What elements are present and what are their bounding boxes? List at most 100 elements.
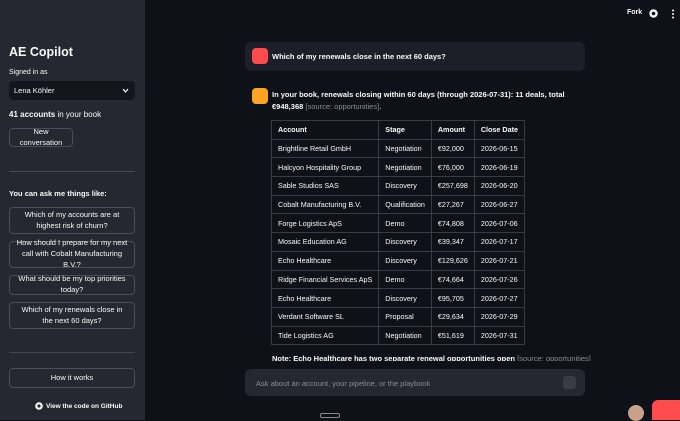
suggestions-title: You can ask me things like: xyxy=(9,189,107,198)
input-placeholder: Ask about an account, your pipeline, or … xyxy=(256,379,431,388)
table-cell: Negotiation xyxy=(378,138,432,159)
how-it-works-button[interactable]: How it works xyxy=(9,368,135,388)
table-cell: Verdant Software SL xyxy=(270,306,380,327)
accounts-suffix: in your book xyxy=(57,110,102,119)
assistant-avatar xyxy=(252,88,268,104)
suggestion-button[interactable]: What should be my top priorities today? xyxy=(9,274,135,295)
table-cell: €74,808 xyxy=(430,213,475,234)
column-header: Close Date xyxy=(473,120,526,140)
table-cell: Discovery xyxy=(378,250,432,271)
streamlit-badge[interactable] xyxy=(652,400,680,420)
table-row: Brightline Retail GmbH Negotiation €92,000… xyxy=(270,138,526,159)
note: Note: Echo Healthcare has two separate r… xyxy=(272,354,591,363)
github-link-text: View the code on GitHub xyxy=(46,402,123,410)
table-cell: €51,619 xyxy=(430,325,475,346)
summary-text: In your book, renewals closing within 60… xyxy=(272,90,565,111)
app-title: AE Copilot xyxy=(9,45,73,59)
signed-in-label: Signed in as xyxy=(9,69,48,76)
table-cell: €74,664 xyxy=(430,269,475,290)
column-header: Account xyxy=(270,120,380,140)
table-cell: Ridge Financial Services ApS xyxy=(270,269,380,290)
table-cell: 2026-06-19 xyxy=(473,157,526,178)
chat-input[interactable]: Ask about an account, your pipeline, or … xyxy=(245,369,585,396)
user-name: Lena Köhler xyxy=(14,86,55,95)
table-cell: 2026-07-27 xyxy=(473,288,526,308)
suggestion-button[interactable]: How should I prepare for my next call wi… xyxy=(9,238,135,269)
user-select[interactable]: Lena Köhler xyxy=(9,81,135,100)
table-cell: 2026-07-29 xyxy=(473,306,526,327)
github-icon[interactable] xyxy=(649,9,658,18)
table-cell: 2026-06-15 xyxy=(473,138,526,159)
table-cell: Negotiation xyxy=(378,325,432,346)
table-cell: Discovery xyxy=(378,176,432,196)
table-cell: Proposal xyxy=(378,306,432,327)
table-cell: 2026-07-31 xyxy=(473,325,526,346)
table-row: Mosaic Education AG Discovery €39,347 2026-… xyxy=(270,232,526,252)
profile-avatar[interactable] xyxy=(628,405,644,421)
table-header: Account Stage Amount Close Date xyxy=(270,120,526,140)
table-cell: €92,000 xyxy=(430,138,475,159)
suggestion-button[interactable]: Which of my renewals close in the next 6… xyxy=(9,302,135,329)
github-icon xyxy=(35,402,43,410)
table-cell: Discovery xyxy=(378,232,432,252)
user-message: Which of my renewals close in the next 6… xyxy=(245,42,585,71)
table-cell: 2026-07-21 xyxy=(473,250,526,271)
table-cell: €257,698 xyxy=(430,176,475,196)
table-cell: 2026-07-17 xyxy=(473,232,526,252)
user-avatar xyxy=(252,48,268,64)
table-row: Sable Studios SAS Discovery €257,698 2026-0… xyxy=(270,176,526,196)
table-cell: Demo xyxy=(378,213,432,234)
bottom-bar: Ask about an account, your pipeline, or … xyxy=(145,361,680,421)
accounts-number: 41 accounts xyxy=(9,110,56,119)
table-cell: €39,347 xyxy=(430,232,475,252)
table-row: Verdant Software SL Proposal €29,634 2026-0… xyxy=(270,306,526,327)
table-cell: Cobalt Manufacturing B.V. xyxy=(270,194,380,215)
fork-link[interactable]: Fork xyxy=(627,9,643,16)
table-row: Forge Logistics ApS Demo €74,808 2026-07-06 xyxy=(270,213,526,234)
table-row: Echo Healthcare Discovery €129,626 2026-07-… xyxy=(270,250,526,271)
table-cell: €29,634 xyxy=(430,306,475,327)
table-cell: €129,626 xyxy=(430,250,475,271)
scroll-handle xyxy=(320,413,340,418)
table-cell: €27,267 xyxy=(430,194,475,215)
table-row: Tide Logistics AG Negotiation €51,619 2026-… xyxy=(270,325,526,346)
table-cell: Qualification xyxy=(378,194,432,215)
table-cell: Brightline Retail GmbH xyxy=(270,138,380,159)
summary-source: [source: opportunities] xyxy=(305,102,380,111)
summary-end: . xyxy=(379,102,382,111)
column-header: Amount xyxy=(430,120,475,140)
send-button[interactable] xyxy=(563,376,576,389)
table-cell: 2026-07-26 xyxy=(473,269,526,290)
suggestion-button[interactable]: Which of my accounts are at highest risk… xyxy=(9,207,135,234)
note-source: [source: opportunities] xyxy=(517,354,591,363)
chevron xyxy=(122,88,129,93)
column-header: Stage xyxy=(378,120,432,140)
table-cell: Mosaic Education AG xyxy=(270,232,380,252)
table-cell: Echo Healthcare xyxy=(270,288,380,308)
divider xyxy=(9,171,135,172)
github-link[interactable]: View the code on GitHub xyxy=(35,402,122,410)
table-cell: Echo Healthcare xyxy=(270,250,380,271)
note-text: Note: Echo Healthcare has two separate r… xyxy=(272,354,515,363)
divider xyxy=(9,352,135,353)
table-row: Echo Healthcare Discovery €95,705 2026-07-2… xyxy=(270,288,526,308)
table-cell: 2026-06-20 xyxy=(473,176,526,196)
user-message-text: Which of my renewals close in the next 6… xyxy=(272,52,446,61)
table-row: Cobalt Manufacturing B.V. Qualification €2… xyxy=(270,194,526,215)
assistant-summary: In your book, renewals closing within 60… xyxy=(272,89,582,113)
table-cell: Demo xyxy=(378,269,432,290)
new-conversation-button[interactable]: New conversation xyxy=(9,127,73,147)
sidebar: AE Copilot Signed in as Lena Köhler 41 a… xyxy=(0,0,145,420)
table-cell: Negotiation xyxy=(378,157,432,178)
table-cell: 2026-06-27 xyxy=(473,194,526,215)
table-cell: Tide Logistics AG xyxy=(270,325,380,346)
accounts-count: 41 accounts in your book xyxy=(9,110,101,119)
table-cell: Forge Logistics ApS xyxy=(270,213,380,234)
table-cell: Discovery xyxy=(378,288,432,308)
table-cell: €95,705 xyxy=(430,288,475,308)
renewals-table: Account Stage Amount Close Date Brightline R… xyxy=(270,120,526,346)
table-row: Halcyon Hospitality Group Negotiation €76,… xyxy=(270,157,526,178)
table-cell: €76,000 xyxy=(430,157,475,178)
menu-icon[interactable] xyxy=(671,9,675,19)
